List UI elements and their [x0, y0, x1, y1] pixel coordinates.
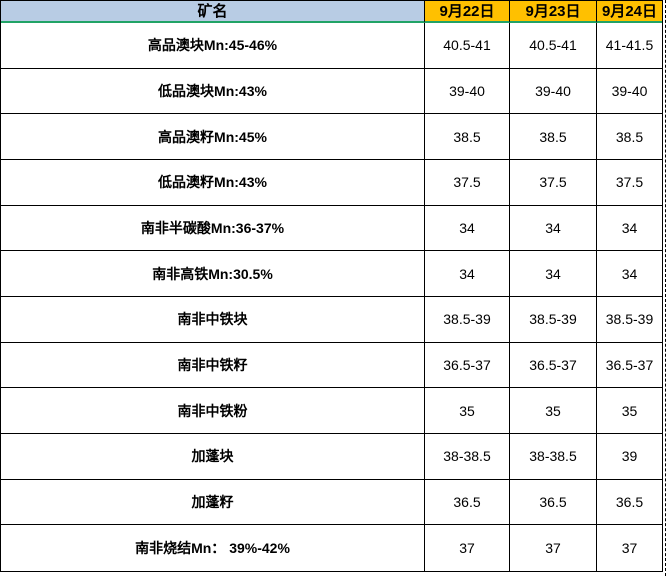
price-cell: 38-38.5 [510, 434, 597, 480]
header-date-sep23: 9月23日 [510, 1, 597, 23]
price-cell: 37.5 [425, 160, 510, 206]
price-cell: 34 [510, 205, 597, 252]
page-break-dashed-line [665, 0, 666, 576]
price-cell: 40.5-41 [510, 23, 597, 69]
price-cell: 34 [425, 251, 510, 297]
price-cell: 38-38.5 [425, 434, 510, 480]
price-cell: 38.5 [510, 114, 597, 160]
price-cell: 38.5 [597, 114, 662, 160]
price-cell: 37.5 [510, 160, 597, 206]
price-cell: 36.5 [425, 479, 510, 526]
header-date-sep24: 9月24日 [597, 1, 662, 23]
price-cell: 38.5-39 [510, 297, 597, 343]
row-label: 低品澳块Mn:43% [1, 68, 425, 115]
price-cell: 38.5-39 [597, 297, 662, 343]
price-cell: 39-40 [597, 69, 662, 115]
price-cell: 35 [510, 388, 597, 434]
row-label: 加蓬籽 [1, 479, 425, 526]
price-cell: 36.5 [597, 480, 662, 526]
price-cell: 36.5-37 [597, 343, 662, 389]
row-label: 南非中铁块 [1, 297, 425, 343]
price-cell: 36.5 [510, 479, 597, 526]
price-cell: 34 [510, 251, 597, 297]
price-cell: 34 [597, 206, 662, 252]
row-label: 南非高铁Mn:30.5% [1, 251, 425, 297]
price-cell: 39-40 [425, 68, 510, 115]
price-cell: 34 [597, 251, 662, 297]
row-label: 低品澳籽Mn:43% [1, 160, 425, 206]
price-cell: 36.5-37 [425, 342, 510, 389]
price-cell: 37 [425, 525, 510, 571]
price-cell: 36.5-37 [510, 342, 597, 389]
price-cell: 34 [425, 205, 510, 252]
price-cell: 41-41.5 [597, 23, 662, 69]
row-label: 加蓬块 [1, 434, 425, 480]
price-cell: 35 [597, 388, 662, 434]
header-mine-name: 矿名 [1, 1, 425, 23]
price-cell: 39-40 [510, 68, 597, 115]
price-cell: 40.5-41 [425, 23, 510, 69]
price-cell: 37.5 [597, 160, 662, 206]
price-cell: 39 [597, 434, 662, 480]
price-cell: 38.5 [425, 114, 510, 160]
row-label: 高品澳籽Mn:45% [1, 114, 425, 160]
row-label: 南非中铁粉 [1, 388, 425, 434]
price-cell: 35 [425, 388, 510, 434]
price-cell: 37 [510, 525, 597, 571]
row-label: 南非半碳酸Mn:36-37% [1, 205, 425, 252]
header-date-sep22: 9月22日 [425, 1, 510, 23]
price-cell: 38.5-39 [425, 297, 510, 343]
price-cell: 37 [621, 540, 638, 557]
row-label: 高品澳块Mn:45-46% [1, 23, 425, 69]
row-label: 南非烧结Mn： 39%-42% [1, 525, 425, 571]
row-label: 南非中铁籽 [1, 342, 425, 389]
